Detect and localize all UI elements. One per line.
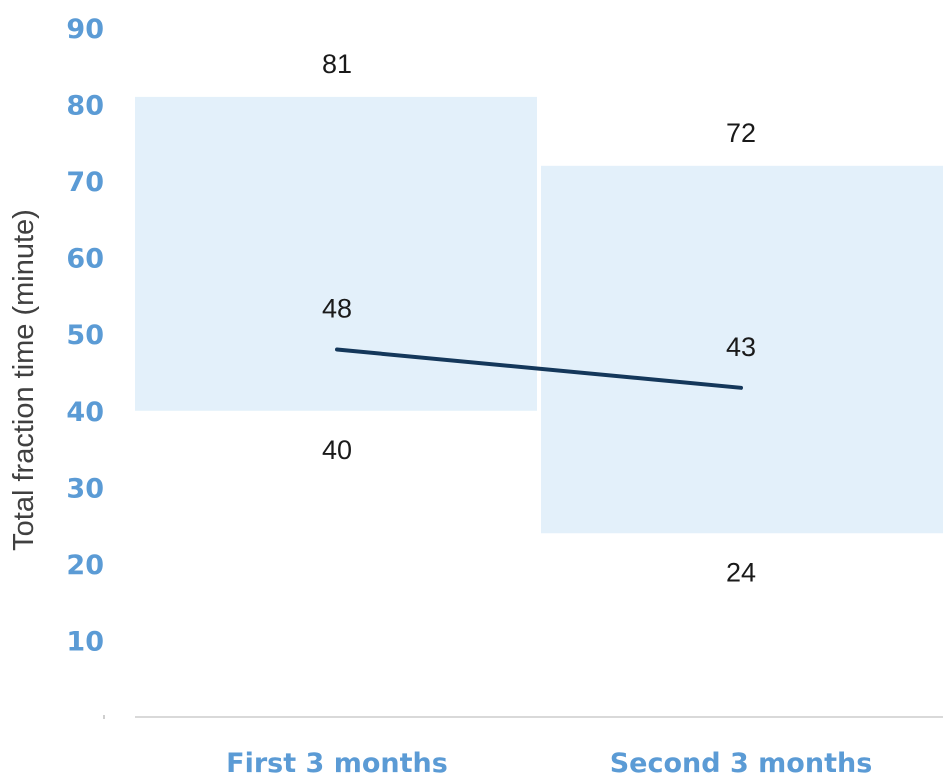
- high-label-1: 81: [322, 49, 352, 79]
- y-tick-20: 20: [66, 550, 104, 581]
- y-tick-80: 80: [66, 91, 104, 122]
- high-label-2: 72: [726, 118, 756, 148]
- x-tick-1: First 3 months: [226, 748, 448, 778]
- range-band-2: [541, 165, 943, 534]
- y-axis-label: Total fraction time (minute): [8, 209, 40, 551]
- y-tick-50: 50: [66, 320, 104, 351]
- y-tick-60: 60: [66, 244, 104, 275]
- range-band-1: [135, 96, 537, 411]
- low-label-2: 24: [726, 557, 756, 587]
- x-tick-2: Second 3 months: [610, 748, 873, 778]
- y-tick-40: 40: [66, 397, 104, 428]
- data-labels: 81 40 48 72 24 43: [322, 49, 756, 587]
- y-tick-10: 10: [66, 626, 104, 657]
- y-tick-70: 70: [66, 167, 104, 198]
- value-label-1: 48: [322, 294, 352, 324]
- value-label-2: 43: [726, 332, 756, 362]
- x-tick-labels: First 3 months Second 3 months: [226, 748, 872, 778]
- low-label-1: 40: [322, 435, 352, 465]
- y-tick-labels: 10 20 30 40 50 60 70 80 90: [66, 14, 104, 657]
- series-line: [335, 347, 743, 390]
- y-tick-30: 30: [66, 473, 104, 504]
- range-bands: [135, 96, 943, 534]
- y-tick-90: 90: [66, 14, 104, 45]
